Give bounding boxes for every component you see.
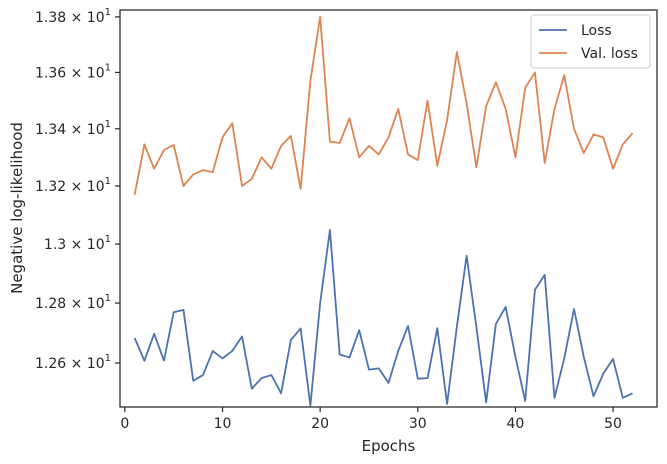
- legend-label-val-loss: Val. loss: [581, 46, 638, 62]
- y-tick-label: 1.36 × 101: [35, 62, 111, 81]
- series-layer: [133, 15, 634, 407]
- y-axis-ticks: 1.26 × 101 1.28 × 101 1.3 × 101 1.32 × 101 1…: [35, 7, 120, 372]
- plot-area: [119, 9, 658, 408]
- x-axis-label: Epochs: [362, 437, 416, 455]
- y-tick-label: 1.38 × 101: [35, 7, 111, 26]
- x-tick-label: 30: [409, 416, 427, 432]
- x-tick-label: 20: [311, 416, 329, 432]
- x-axis-ticks: 0 10 20 30 40 50: [120, 407, 622, 432]
- series-line-loss: [133, 229, 633, 407]
- y-tick-label: 1.3 × 101: [44, 234, 111, 253]
- axes-frame: [119, 9, 658, 408]
- y-axis-label: Negative log-likelihood: [8, 122, 26, 294]
- y-tick-label: 1.26 × 101: [35, 353, 111, 372]
- x-tick-label: 10: [214, 416, 232, 432]
- y-tick-label: 1.34 × 101: [35, 119, 111, 138]
- x-tick-label: 0: [120, 416, 129, 432]
- y-tick-label: 1.28 × 101: [35, 293, 111, 312]
- x-tick-label: 50: [604, 416, 622, 432]
- legend: Loss Val. loss: [530, 14, 651, 69]
- series-line-val-loss: [133, 15, 634, 195]
- legend-label-loss: Loss: [581, 23, 612, 39]
- x-tick-label: 40: [507, 416, 525, 432]
- legend-box: [530, 14, 651, 69]
- y-tick-label: 1.32 × 101: [35, 176, 111, 195]
